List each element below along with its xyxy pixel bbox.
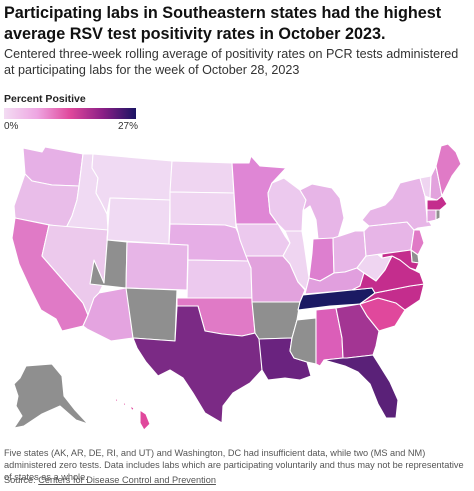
legend-min-label: 0% bbox=[4, 121, 19, 132]
source-link[interactable]: Centers for Disease Control and Preventi… bbox=[38, 475, 216, 485]
state-IL[interactable] bbox=[282, 230, 310, 291]
state-SD[interactable] bbox=[169, 191, 237, 229]
legend-max-label: 27% bbox=[118, 121, 139, 132]
state-FL[interactable] bbox=[323, 354, 399, 419]
chart-title: Participating labs in Southeastern state… bbox=[4, 4, 442, 43]
state-NY[interactable] bbox=[361, 177, 433, 231]
state-HI[interactable] bbox=[114, 397, 151, 431]
state-UT[interactable] bbox=[89, 229, 128, 289]
state-ME[interactable] bbox=[435, 143, 462, 197]
footnote: Five states (AK, AR, DE, RI, and UT) and… bbox=[4, 448, 464, 482]
state-NM[interactable] bbox=[125, 287, 178, 342]
legend-title: Percent Positive bbox=[4, 93, 86, 105]
state-CT[interactable] bbox=[426, 209, 437, 223]
us-choropleth-map bbox=[11, 143, 462, 431]
state-TX[interactable] bbox=[132, 305, 263, 424]
state-ND[interactable] bbox=[169, 160, 235, 194]
state-WA[interactable] bbox=[22, 146, 84, 187]
chart-subtitle: Centered three-week rolling average of p… bbox=[4, 47, 459, 77]
state-WY[interactable] bbox=[106, 197, 171, 245]
source-prefix: Source: bbox=[4, 475, 39, 485]
state-MD[interactable] bbox=[381, 249, 420, 271]
state-IA[interactable] bbox=[235, 223, 291, 257]
state-MI[interactable] bbox=[299, 183, 345, 240]
legend-color-scale bbox=[4, 108, 136, 119]
source-line: Source: Centers for Disease Control and … bbox=[4, 475, 216, 485]
state-AK[interactable] bbox=[13, 363, 89, 429]
state-CO[interactable] bbox=[125, 241, 189, 291]
state-KS[interactable] bbox=[186, 259, 253, 299]
state-NJ[interactable] bbox=[410, 229, 425, 256]
state-RI[interactable] bbox=[435, 209, 441, 221]
